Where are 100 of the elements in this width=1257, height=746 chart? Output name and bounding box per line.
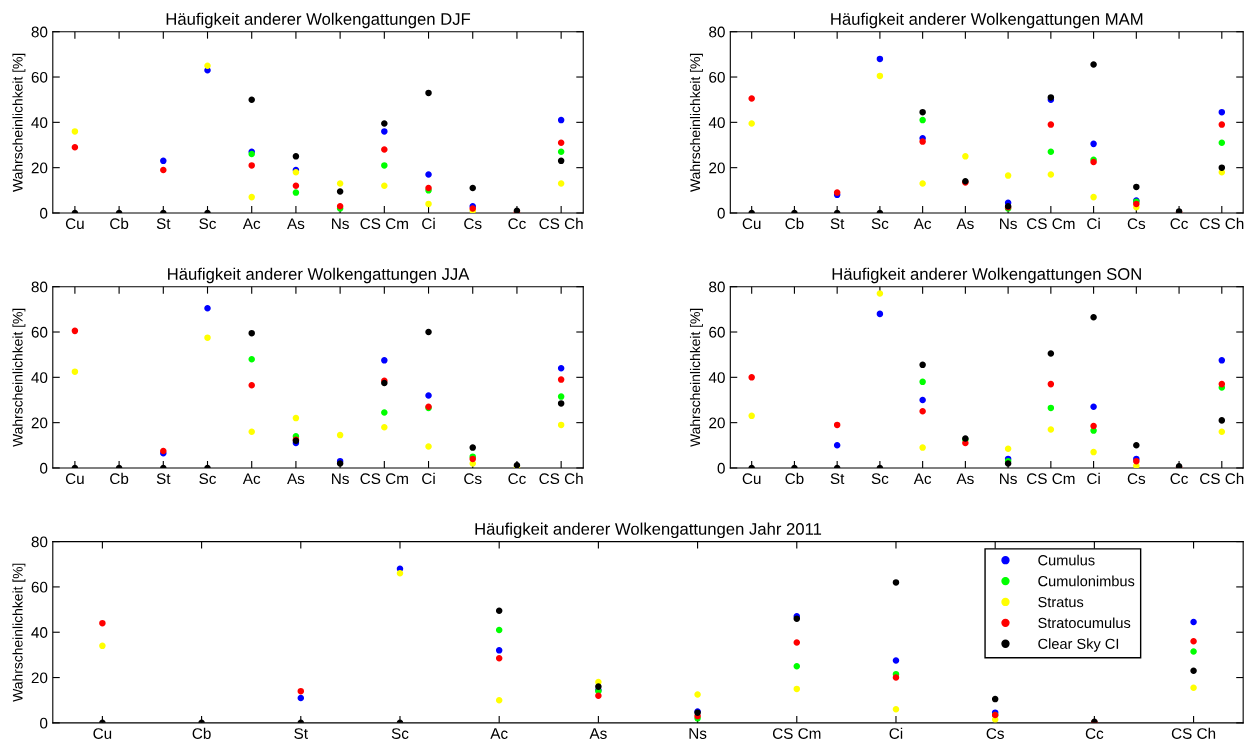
x-tick-label: Cb — [785, 472, 804, 485]
legend-label: Stratocumulus — [1038, 617, 1131, 629]
x-tick-label: As — [287, 473, 305, 485]
y-axis-title: Wahrscheinlichkeit [%] — [12, 53, 26, 192]
y-tick-label: 40 — [708, 372, 725, 384]
x-tick-label: Sc — [199, 473, 217, 485]
x-tick-label: Ns — [332, 473, 349, 485]
legend-label: Cumulus — [1038, 554, 1095, 566]
x-tick-label: Cc — [508, 218, 526, 230]
x-tick-label: As — [287, 218, 305, 230]
y-tick-label: 80 — [709, 26, 725, 38]
x-tick-label: Sc — [871, 218, 889, 230]
x-tick-label: Ac — [242, 218, 261, 230]
x-tick-label: Cc — [508, 473, 526, 485]
x-tick-label: CS Cm — [1027, 218, 1075, 230]
y-axis-title: Wahrscheinlichkeit [%] — [12, 563, 26, 702]
x-tick-label: St — [830, 473, 845, 485]
y-axis-title: Wahrscheinlichkeit [%] — [12, 308, 26, 447]
x-tick-label: Cu — [65, 218, 84, 230]
chart-title: Häufigkeit anderer Wolkengattungen SON — [832, 267, 1141, 284]
x-tick-label: Cs — [1127, 218, 1146, 230]
y-tick-label: 60 — [709, 71, 725, 83]
x-tick-label: As — [956, 473, 974, 485]
x-tick-label: CS Cm — [360, 473, 408, 485]
x-tick-label: Sc — [391, 728, 409, 739]
x-tick-label: As — [589, 728, 607, 739]
y-tick-label: 40 — [31, 372, 48, 384]
y-axis-title: Wahrscheinlichkeit [%] — [689, 308, 703, 447]
chart-title: Häufigkeit anderer Wolkengattungen Jahr 2011 — [475, 522, 822, 539]
x-tick-label: Ci — [1087, 217, 1100, 230]
y-tick-label: 60 — [31, 71, 48, 83]
y-axis-title: Wahrscheinlichkeit [%] — [689, 53, 703, 192]
x-tick-label: Ci — [422, 217, 435, 230]
x-tick-label: Ac — [913, 473, 932, 485]
x-tick-label: Cb — [110, 472, 129, 485]
y-tick-label: 20 — [31, 417, 48, 429]
x-tick-label: St — [294, 728, 308, 739]
y-tick-label: 80 — [31, 26, 48, 38]
y-tick-label: 20 — [709, 417, 725, 429]
y-tick-label: 20 — [709, 162, 725, 174]
x-tick-label: Cc — [1170, 218, 1188, 230]
x-tick-label: Ac — [242, 473, 261, 485]
x-tick-label: Cu — [65, 473, 84, 485]
x-tick-label: CS Ch — [1171, 727, 1216, 739]
chart-title: Häufigkeit anderer Wolkengattungen DJF — [166, 12, 471, 29]
x-tick-label: Cb — [192, 727, 211, 739]
x-tick-label: Ci — [422, 472, 435, 485]
legend-label: Cumulonimbus — [1038, 575, 1135, 587]
x-tick-label: Cu — [742, 218, 761, 230]
x-tick-label: Ci — [1087, 472, 1100, 485]
x-tick-label: Cb — [110, 217, 129, 230]
y-tick-label: 0 — [717, 207, 725, 219]
x-tick-label: Ns — [1000, 218, 1017, 230]
x-tick-label: Ns — [332, 218, 349, 230]
x-tick-label: Ns — [1000, 473, 1017, 485]
y-tick-label: 0 — [40, 207, 48, 219]
chart-title: Häufigkeit anderer Wolkengattungen JJA — [168, 267, 470, 284]
x-tick-label: CS Cm — [772, 728, 821, 739]
x-tick-label: Cu — [93, 728, 112, 739]
x-tick-label: St — [156, 218, 171, 230]
x-tick-label: Cu — [742, 473, 761, 485]
y-tick-label: 40 — [708, 117, 725, 129]
x-tick-label: Sc — [871, 473, 889, 485]
x-tick-label: St — [830, 218, 845, 230]
x-tick-label: Ac — [913, 218, 932, 230]
x-tick-label: Sc — [199, 218, 217, 230]
x-tick-label: St — [156, 473, 171, 485]
x-tick-label: Cs — [986, 728, 1004, 739]
y-tick-label: 80 — [709, 281, 725, 293]
x-tick-label: Cc — [1085, 728, 1104, 739]
x-tick-label: CS Ch — [1200, 217, 1244, 230]
y-tick-label: 80 — [31, 536, 48, 548]
x-tick-label: Cb — [785, 217, 804, 230]
y-tick-label: 80 — [31, 281, 48, 293]
x-tick-label: CS Cm — [1027, 473, 1075, 485]
x-tick-label: CS Cm — [360, 218, 408, 230]
x-tick-label: Cs — [1127, 473, 1146, 485]
x-tick-label: CS Ch — [1200, 472, 1244, 485]
y-tick-label: 60 — [31, 326, 48, 338]
y-tick-label: 60 — [31, 581, 48, 593]
x-tick-label: As — [956, 218, 974, 230]
x-tick-label: CS Ch — [539, 217, 583, 230]
chart-title: Häufigkeit anderer Wolkengattungen MAM — [831, 12, 1143, 29]
legend-label: Stratus — [1038, 596, 1084, 608]
y-tick-label: 40 — [31, 627, 48, 638]
x-tick-label: Ns — [689, 728, 707, 739]
legend-label: Clear Sky CI — [1038, 638, 1119, 652]
x-tick-label: Cs — [464, 218, 482, 230]
y-tick-label: 60 — [709, 326, 725, 338]
x-tick-label: Cc — [1170, 473, 1188, 485]
y-tick-label: 20 — [31, 672, 48, 684]
x-tick-label: CS Ch — [539, 472, 583, 485]
x-tick-label: Cs — [464, 473, 482, 485]
x-tick-label: Ci — [889, 727, 903, 739]
y-tick-label: 0 — [40, 717, 48, 729]
y-tick-label: 20 — [31, 162, 48, 174]
y-tick-label: 0 — [717, 462, 725, 474]
y-tick-label: 40 — [31, 117, 48, 129]
y-tick-label: 0 — [40, 462, 48, 474]
x-tick-label: Ac — [490, 728, 508, 739]
